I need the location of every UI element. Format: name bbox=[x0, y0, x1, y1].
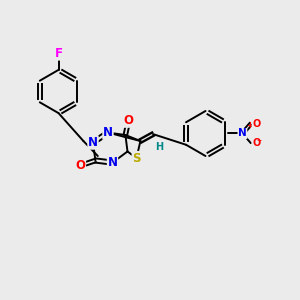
Text: N: N bbox=[238, 128, 247, 139]
Text: O: O bbox=[123, 114, 134, 127]
Text: +: + bbox=[246, 122, 253, 130]
Text: O: O bbox=[75, 159, 85, 172]
Text: S: S bbox=[132, 152, 141, 165]
Text: H: H bbox=[155, 142, 164, 152]
Text: F: F bbox=[55, 47, 62, 60]
Text: O: O bbox=[252, 119, 260, 129]
Text: N: N bbox=[107, 156, 118, 169]
Text: N: N bbox=[103, 126, 113, 139]
Text: O: O bbox=[252, 138, 260, 148]
Text: N: N bbox=[88, 136, 98, 149]
Text: ⁻: ⁻ bbox=[257, 138, 262, 148]
